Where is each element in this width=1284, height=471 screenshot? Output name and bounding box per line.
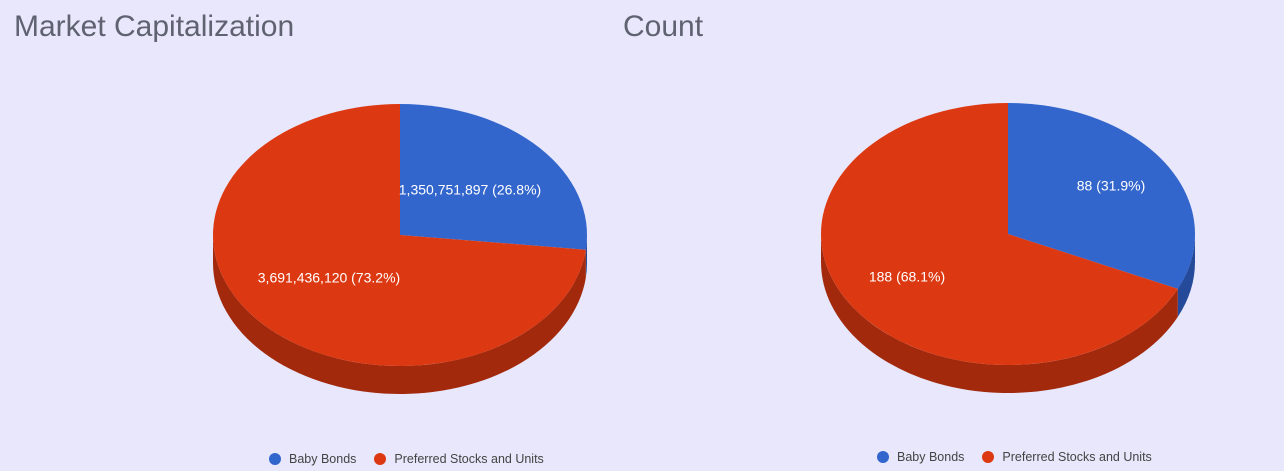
chart-title-count: Count	[623, 10, 704, 43]
legend-swatch-baby-bonds	[877, 451, 889, 463]
pie-slice-baby-bonds[interactable]	[1008, 103, 1195, 289]
pie-slice-baby-bonds[interactable]	[400, 104, 587, 250]
legend-label-baby-bonds: Baby Bonds	[289, 452, 357, 466]
pie-side-preferred-stocks-and-units	[213, 235, 586, 394]
chart-title-market-cap: Market Capitalization	[14, 10, 295, 43]
legend-swatch-baby-bonds	[269, 453, 281, 465]
slice-label-preferred-stocks-and-units: 3,691,436,120 (73.2%)	[258, 270, 400, 286]
pie-chart-1: 88 (31.9%) 188 (68.1%)	[821, 103, 1195, 394]
legend-entry-preferred[interactable]: Preferred Stocks and Units	[374, 452, 544, 466]
legend-entry-baby-bonds[interactable]: Baby Bonds	[269, 452, 356, 466]
legend-market-cap: Baby Bonds Preferred Stocks and Units	[269, 452, 562, 466]
legend-entry-baby-bonds[interactable]: Baby Bonds	[877, 450, 964, 464]
pie-chart-0: 1,350,751,897 (26.8%) 3,691,436,120 (73.2…	[212, 104, 587, 394]
slice-label-preferred-stocks-and-units: 188 (68.1%)	[869, 269, 945, 285]
pie-side-baby-bonds	[1177, 234, 1195, 317]
pie-slice-preferred-stocks-and-units[interactable]	[821, 103, 1178, 366]
legend-swatch-preferred	[374, 453, 387, 465]
legend-label-baby-bonds: Baby Bonds	[897, 450, 965, 464]
pie-side-baby-bonds	[585, 235, 587, 278]
pie-slice-preferred-stocks-and-units[interactable]	[212, 104, 586, 366]
legend-entry-preferred[interactable]: Preferred Stocks and Units	[982, 450, 1152, 464]
legend-swatch-preferred	[982, 451, 995, 463]
slice-label-baby-bonds: 1,350,751,897 (26.8%)	[399, 182, 541, 198]
legend-label-preferred: Preferred Stocks and Units	[394, 452, 544, 466]
pie-side-preferred-stocks-and-units	[821, 234, 1178, 394]
legend-count: Baby Bonds Preferred Stocks and Units	[877, 450, 1170, 464]
slice-label-baby-bonds: 88 (31.9%)	[1077, 178, 1145, 194]
legend-label-preferred: Preferred Stocks and Units	[1002, 450, 1152, 464]
